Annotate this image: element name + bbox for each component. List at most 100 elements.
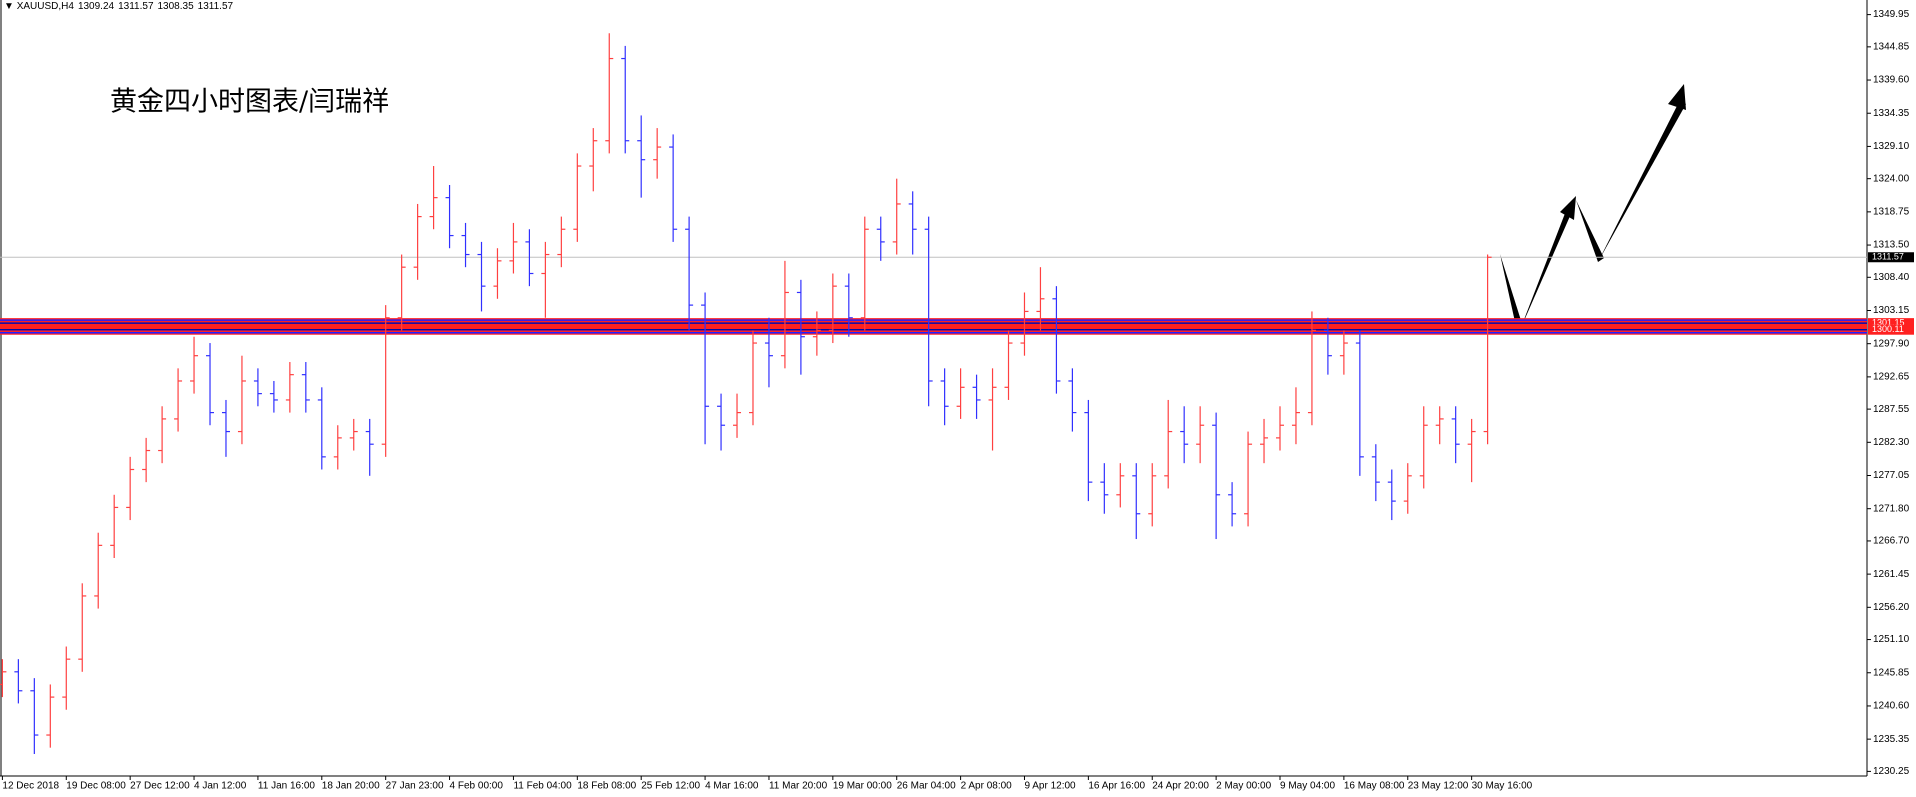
y-tick-label: 1261.45 — [1873, 569, 1910, 580]
ohlc-bar — [1164, 399, 1173, 489]
ohlc-bar — [1196, 406, 1205, 464]
ohlc-bar — [1403, 463, 1412, 514]
price-label-bg — [1868, 252, 1914, 263]
ohlc-bar — [317, 387, 326, 470]
ohlc-bar — [1148, 463, 1157, 527]
ohlc-bar — [701, 292, 710, 445]
arrowhead — [1560, 196, 1576, 220]
close: 1311.57 — [197, 1, 234, 12]
x-tick-label: 4 Jan 12:00 — [194, 781, 247, 792]
ohlc-bar — [221, 399, 230, 457]
symbol: XAUUSD,H4 — [16, 1, 74, 12]
x-tick-label: 30 May 16:00 — [1472, 781, 1533, 792]
y-tick-label: 1251.10 — [1873, 634, 1910, 645]
x-tick-label: 19 Dec 08:00 — [66, 781, 126, 792]
ohlc-bar — [1451, 406, 1460, 464]
x-tick-label: 4 Mar 16:00 — [705, 781, 759, 792]
y-tick-label: 1287.55 — [1873, 404, 1910, 415]
ohlc-bar — [637, 115, 646, 198]
ohlc-bar — [892, 178, 901, 255]
ohlc-bar — [1212, 412, 1221, 540]
x-tick-label: 11 Mar 20:00 — [769, 781, 828, 792]
ohlc-bar — [126, 456, 135, 521]
y-tick-label: 1303.15 — [1873, 305, 1910, 316]
ohlc-bar — [1291, 387, 1300, 445]
y-tick-label: 1235.35 — [1873, 734, 1910, 745]
ohlc-bar — [653, 128, 662, 179]
x-tick-label: 11 Jan 16:00 — [258, 781, 316, 792]
ohlc-bar — [748, 330, 757, 426]
ohlc-bar — [924, 216, 933, 407]
x-tick-label: 16 May 08:00 — [1344, 781, 1405, 792]
level-label: 1301.15 — [1872, 318, 1905, 328]
ohlc-bar — [972, 374, 981, 419]
ohlc-bar — [174, 368, 183, 432]
y-tick-label: 1271.80 — [1873, 503, 1910, 514]
high: 1311.57 — [118, 1, 154, 12]
ohlc-bar — [1180, 406, 1189, 464]
ohlc-bar — [780, 260, 789, 369]
ohlc-bar — [62, 646, 71, 710]
ohlc-bar — [110, 494, 119, 559]
x-tick-label: 16 Apr 16:00 — [1088, 781, 1145, 792]
ohlc-bar — [940, 368, 949, 426]
y-tick-label: 1334.35 — [1873, 108, 1910, 119]
ohlc-bar — [1020, 292, 1029, 356]
ohlc-bar — [1467, 418, 1476, 483]
ohlc-bar — [828, 273, 837, 344]
x-tick-label: 12 Dec 2018 — [2, 781, 59, 792]
ohlc-bar — [1483, 254, 1492, 445]
ohlc-bar — [1323, 317, 1332, 375]
ohlc-bar — [349, 418, 358, 451]
ohlc-bar — [253, 368, 262, 407]
arrowhead — [1668, 84, 1686, 110]
ohlc-bar — [30, 678, 39, 754]
ohlc-bar — [1036, 267, 1045, 331]
ohlc-bar — [525, 229, 534, 287]
ohlc-bar — [557, 216, 566, 268]
x-tick-label: 27 Jan 23:00 — [386, 781, 444, 792]
chart-title: 黄金四小时图表/闫瑞祥 — [110, 87, 389, 118]
ohlc-bar — [1132, 463, 1141, 540]
ohlc-bar — [1116, 463, 1125, 508]
ohlc-bar — [206, 343, 215, 426]
y-tick-label: 1297.90 — [1873, 338, 1910, 349]
arrow — [1576, 200, 1604, 262]
ohlc-bar — [1387, 469, 1396, 521]
x-tick-label: 27 Dec 12:00 — [130, 781, 190, 792]
x-tick-label: 25 Feb 12:00 — [641, 781, 700, 792]
ohlc-bar — [78, 583, 87, 672]
level-label: 1300.11 — [1872, 324, 1904, 334]
ohlc-bar — [796, 279, 805, 375]
ohlc-bar — [509, 222, 518, 274]
y-tick-label: 1349.95 — [1873, 9, 1910, 20]
ohlc-bar — [1276, 406, 1284, 451]
level-label-bg — [1868, 324, 1914, 335]
level-label-bg — [1868, 318, 1914, 329]
y-tick-label: 1339.60 — [1873, 75, 1910, 86]
ohlc-bar — [365, 418, 374, 476]
x-tick-label: 4 Feb 00:00 — [450, 781, 504, 792]
low: 1308.35 — [157, 1, 194, 12]
open: 1309.24 — [77, 1, 115, 12]
ohlc-bar — [956, 368, 965, 419]
ohlc-bar — [190, 336, 199, 394]
ohlc-bar — [573, 153, 582, 242]
ohlc-bar — [1052, 286, 1061, 394]
ohlc-bar — [844, 273, 853, 337]
ohlc-bar — [541, 241, 550, 318]
ohlc-bar — [269, 380, 278, 413]
x-tick-label: 19 Mar 00:00 — [833, 781, 892, 792]
ohlc-bar — [1371, 444, 1380, 502]
ohlc-bar — [301, 362, 310, 413]
ohlc-bar — [381, 305, 390, 457]
ohlc-bar — [717, 393, 726, 451]
ohlc-bar — [142, 437, 151, 483]
y-tick-label: 1245.85 — [1873, 667, 1910, 678]
ohlc-bar — [669, 134, 678, 242]
y-tick-label: 1329.10 — [1873, 141, 1910, 152]
y-tick-label: 1308.40 — [1873, 272, 1910, 283]
y-tick-label: 1292.65 — [1873, 372, 1910, 383]
x-tick-label: 2 Apr 08:00 — [961, 781, 1013, 792]
